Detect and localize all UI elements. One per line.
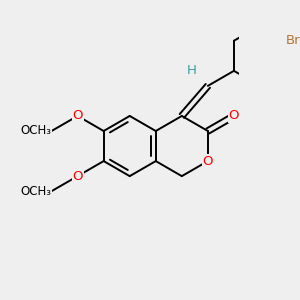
Text: OCH₃: OCH₃ [21, 124, 52, 137]
Text: OCH₃: OCH₃ [21, 185, 52, 198]
Text: O: O [202, 154, 213, 168]
Text: H: H [187, 64, 197, 77]
Text: O: O [229, 110, 239, 122]
Text: O: O [72, 169, 83, 183]
Text: Br: Br [286, 34, 300, 47]
Text: O: O [72, 110, 83, 122]
